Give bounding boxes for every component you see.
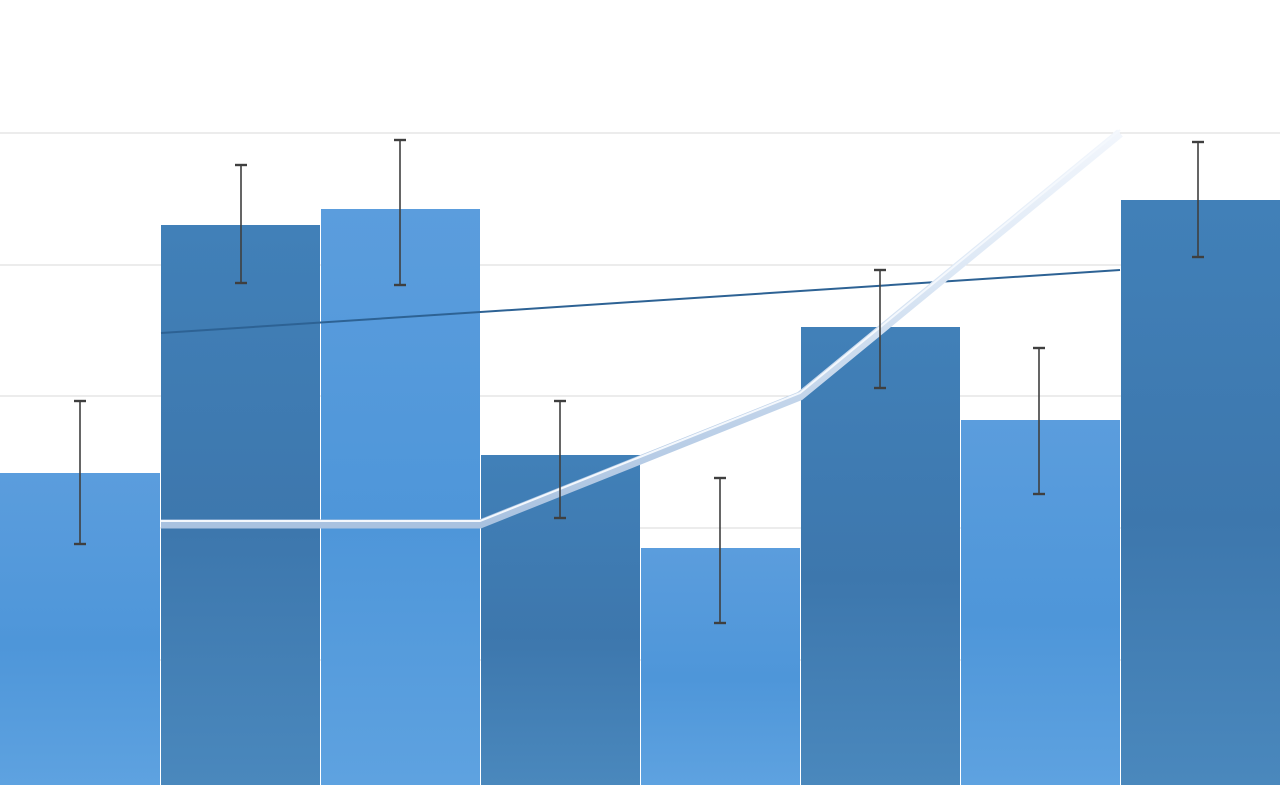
bar-7[interactable] (961, 420, 1120, 785)
error-bar-5 (714, 476, 726, 625)
segmented-trend-line (161, 129, 1123, 529)
bar-3[interactable] (321, 209, 480, 785)
bar-series (0, 200, 1280, 785)
trend-line-path (160, 269, 1121, 334)
bar-8[interactable] (1121, 200, 1280, 785)
error-bar-1 (74, 399, 86, 546)
error-bars (74, 138, 1204, 625)
error-bar-6 (874, 268, 886, 390)
error-bar-3 (394, 138, 406, 287)
error-bar-8 (1192, 140, 1204, 259)
segmented-line-path (161, 129, 1123, 529)
error-bar-2 (235, 163, 247, 285)
error-bar-4 (554, 399, 566, 520)
bar-6[interactable] (801, 327, 960, 785)
error-bar-7 (1033, 346, 1045, 496)
segmented-line-highlight (161, 129, 1121, 522)
linear-trend-line (160, 269, 1121, 334)
bar-2[interactable] (161, 225, 320, 785)
